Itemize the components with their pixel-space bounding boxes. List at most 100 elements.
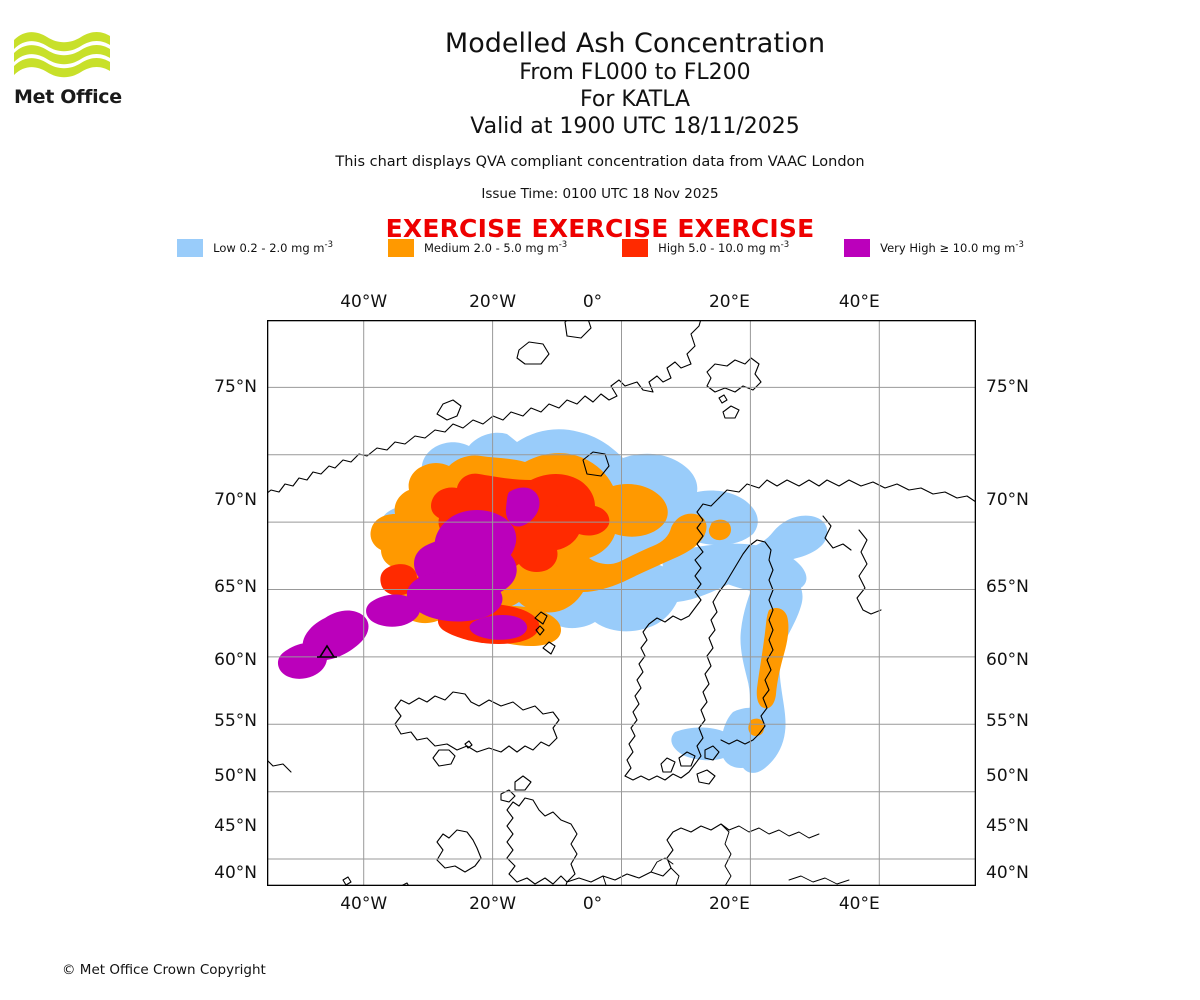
coastline-faroe [542, 641, 556, 655]
legend-swatch-low [176, 238, 205, 258]
volcano-name: For KATLA [580, 86, 690, 112]
plume-high-west [380, 564, 418, 596]
lon-label-top-40W: 40°W [340, 292, 388, 312]
lat-label-right-50N: 50°N [986, 766, 1029, 786]
lat-label-left-60N: 60°N [214, 649, 257, 670]
map-panel: 40°W 20°W 0° 20°E 40°E 40°W 20°W 0° 20°E… [214, 292, 1029, 914]
legend-label-very-high: Very High ≥ 10.0 mg m-3 [880, 240, 1024, 255]
coastline-greenland-east [267, 320, 702, 494]
legend-item-low: Low 0.2 - 2.0 mg m-3 [176, 238, 333, 258]
lon-label-bottom-20W: 20°W [469, 894, 517, 914]
met-office-logo-text: Met Office [14, 86, 122, 108]
legend-label-medium: Medium 2.0 - 5.0 mg m-3 [423, 240, 568, 255]
legend-label-high: High 5.0 - 10.0 mg m-3 [658, 240, 790, 255]
coastline-arctic-russia-north [718, 479, 976, 503]
coastline-greenland-island-b [516, 341, 550, 365]
lat-label-right-60N: 60°N [986, 649, 1029, 670]
coastline-iceland-inner [432, 749, 456, 767]
coastline-speck-d [464, 740, 473, 749]
concentration-legend: Low 0.2 - 2.0 mg m-3 Medium 2.0 - 5.0 mg… [0, 238, 1200, 258]
legend-swatch-high [621, 238, 650, 258]
lon-label-top-0: 0° [582, 292, 603, 312]
legend-item-very-high: Very High ≥ 10.0 mg m-3 [843, 238, 1024, 258]
coastline-speck-e [718, 394, 728, 404]
plume-medium-lofoten-spot [708, 519, 731, 541]
lon-label-bottom-40W: 40°W [340, 894, 388, 914]
volcano-marker-katla [317, 644, 337, 658]
plume-vhigh-iceland-coast [277, 642, 328, 679]
exercise-banner: EXERCISE EXERCISE EXERCISE [385, 214, 815, 243]
border-baltic-states [720, 823, 732, 886]
plume-high-speckle-b [551, 488, 577, 508]
coastline-bear-island [722, 405, 740, 419]
coastline-ireland [436, 829, 482, 873]
met-office-logo: Met Office [14, 28, 124, 113]
flight-level-range: From FL000 to FL200 [519, 59, 751, 85]
coastline-denmark [660, 757, 676, 773]
coastline-norway-west [624, 497, 720, 777]
legend-item-medium: Medium 2.0 - 5.0 mg m-3 [386, 238, 568, 258]
coastline-denmark-isles [678, 751, 696, 767]
copyright-notice: © Met Office Crown Copyright [62, 962, 266, 978]
coastlines [267, 320, 976, 886]
coastline-shetland [514, 775, 532, 791]
coastline-speck-c [342, 876, 352, 886]
lat-label-left-75N: 75°N [214, 377, 257, 398]
coastline-baltic-isle [696, 769, 716, 785]
coastline-greenland-island-c [564, 320, 592, 339]
lat-label-left-45N: 45°N [214, 816, 257, 836]
lat-label-right-40N: 40°N [986, 863, 1029, 883]
coastline-finland-east [712, 539, 774, 745]
lon-label-top-40E: 40°E [838, 292, 880, 312]
plume-vhigh-core-lower [406, 572, 503, 622]
meta-block: This chart displays QVA compliant concen… [0, 152, 1200, 204]
lon-label-top-20E: 20°E [708, 292, 750, 312]
lat-label-left-50N: 50°N [214, 766, 257, 786]
coastline-kola [822, 515, 852, 551]
map-canvas [267, 320, 976, 886]
lon-label-top-20W: 20°W [469, 292, 517, 312]
coastline-great-britain [506, 797, 578, 885]
lat-label-left-40N: 40°N [214, 863, 257, 883]
plume-vhigh-iceland-arm [366, 594, 420, 627]
ash-contour-very-high [277, 487, 540, 679]
coastline-orkney [500, 789, 516, 803]
coastline-iceland [394, 691, 560, 753]
plume-medium-baltic-streak [756, 608, 789, 709]
valid-time: Valid at 1900 UTC 18/11/2025 [470, 113, 800, 139]
legend-item-high: High 5.0 - 10.0 mg m-3 [621, 238, 789, 258]
page-title: Modelled Ash Concentration [444, 28, 826, 59]
legend-swatch-very-high [843, 238, 872, 258]
lat-label-right-70N: 70°N [986, 489, 1029, 510]
border-russia-central [788, 875, 850, 885]
coastline-svalbard [706, 357, 762, 393]
coastline-nw-europe [566, 823, 730, 883]
lon-label-bottom-40E: 40°E [838, 894, 880, 914]
lat-label-right-75N: 75°N [986, 377, 1029, 398]
lat-label-left-65N: 65°N [214, 576, 257, 597]
title-block: Modelled Ash Concentration From FL000 to… [130, 28, 1140, 140]
border-denmark-germany [650, 857, 674, 873]
coastline-greenland-south [267, 759, 292, 773]
legend-label-low: Low 0.2 - 2.0 mg m-3 [213, 240, 333, 255]
border-germany-poland [670, 867, 680, 886]
plume-vhigh-south-lobe [469, 614, 528, 640]
coastline-gotland [704, 745, 720, 761]
coastline-greenland-island-a [436, 399, 462, 421]
issue-time: Issue Time: 0100 UTC 18 Nov 2025 [481, 185, 719, 202]
lat-label-right-45N: 45°N [986, 816, 1029, 836]
lon-label-bottom-20E: 20°E [708, 894, 750, 914]
map-gridlines [267, 320, 976, 886]
coastline-white-sea [856, 529, 882, 615]
lon-label-bottom-0: 0° [582, 894, 603, 914]
legend-swatch-medium [386, 238, 415, 258]
disclaimer-text: This chart displays QVA compliant concen… [335, 154, 865, 170]
lat-label-left-55N: 55°N [214, 711, 257, 731]
border-netherlands-belgium [602, 875, 607, 886]
map-frame [267, 320, 976, 886]
lat-label-left-70N: 70°N [214, 489, 257, 510]
border-russia-west [728, 825, 820, 839]
plume-vhigh-north-tip [505, 487, 540, 527]
lat-label-right-65N: 65°N [986, 576, 1029, 597]
